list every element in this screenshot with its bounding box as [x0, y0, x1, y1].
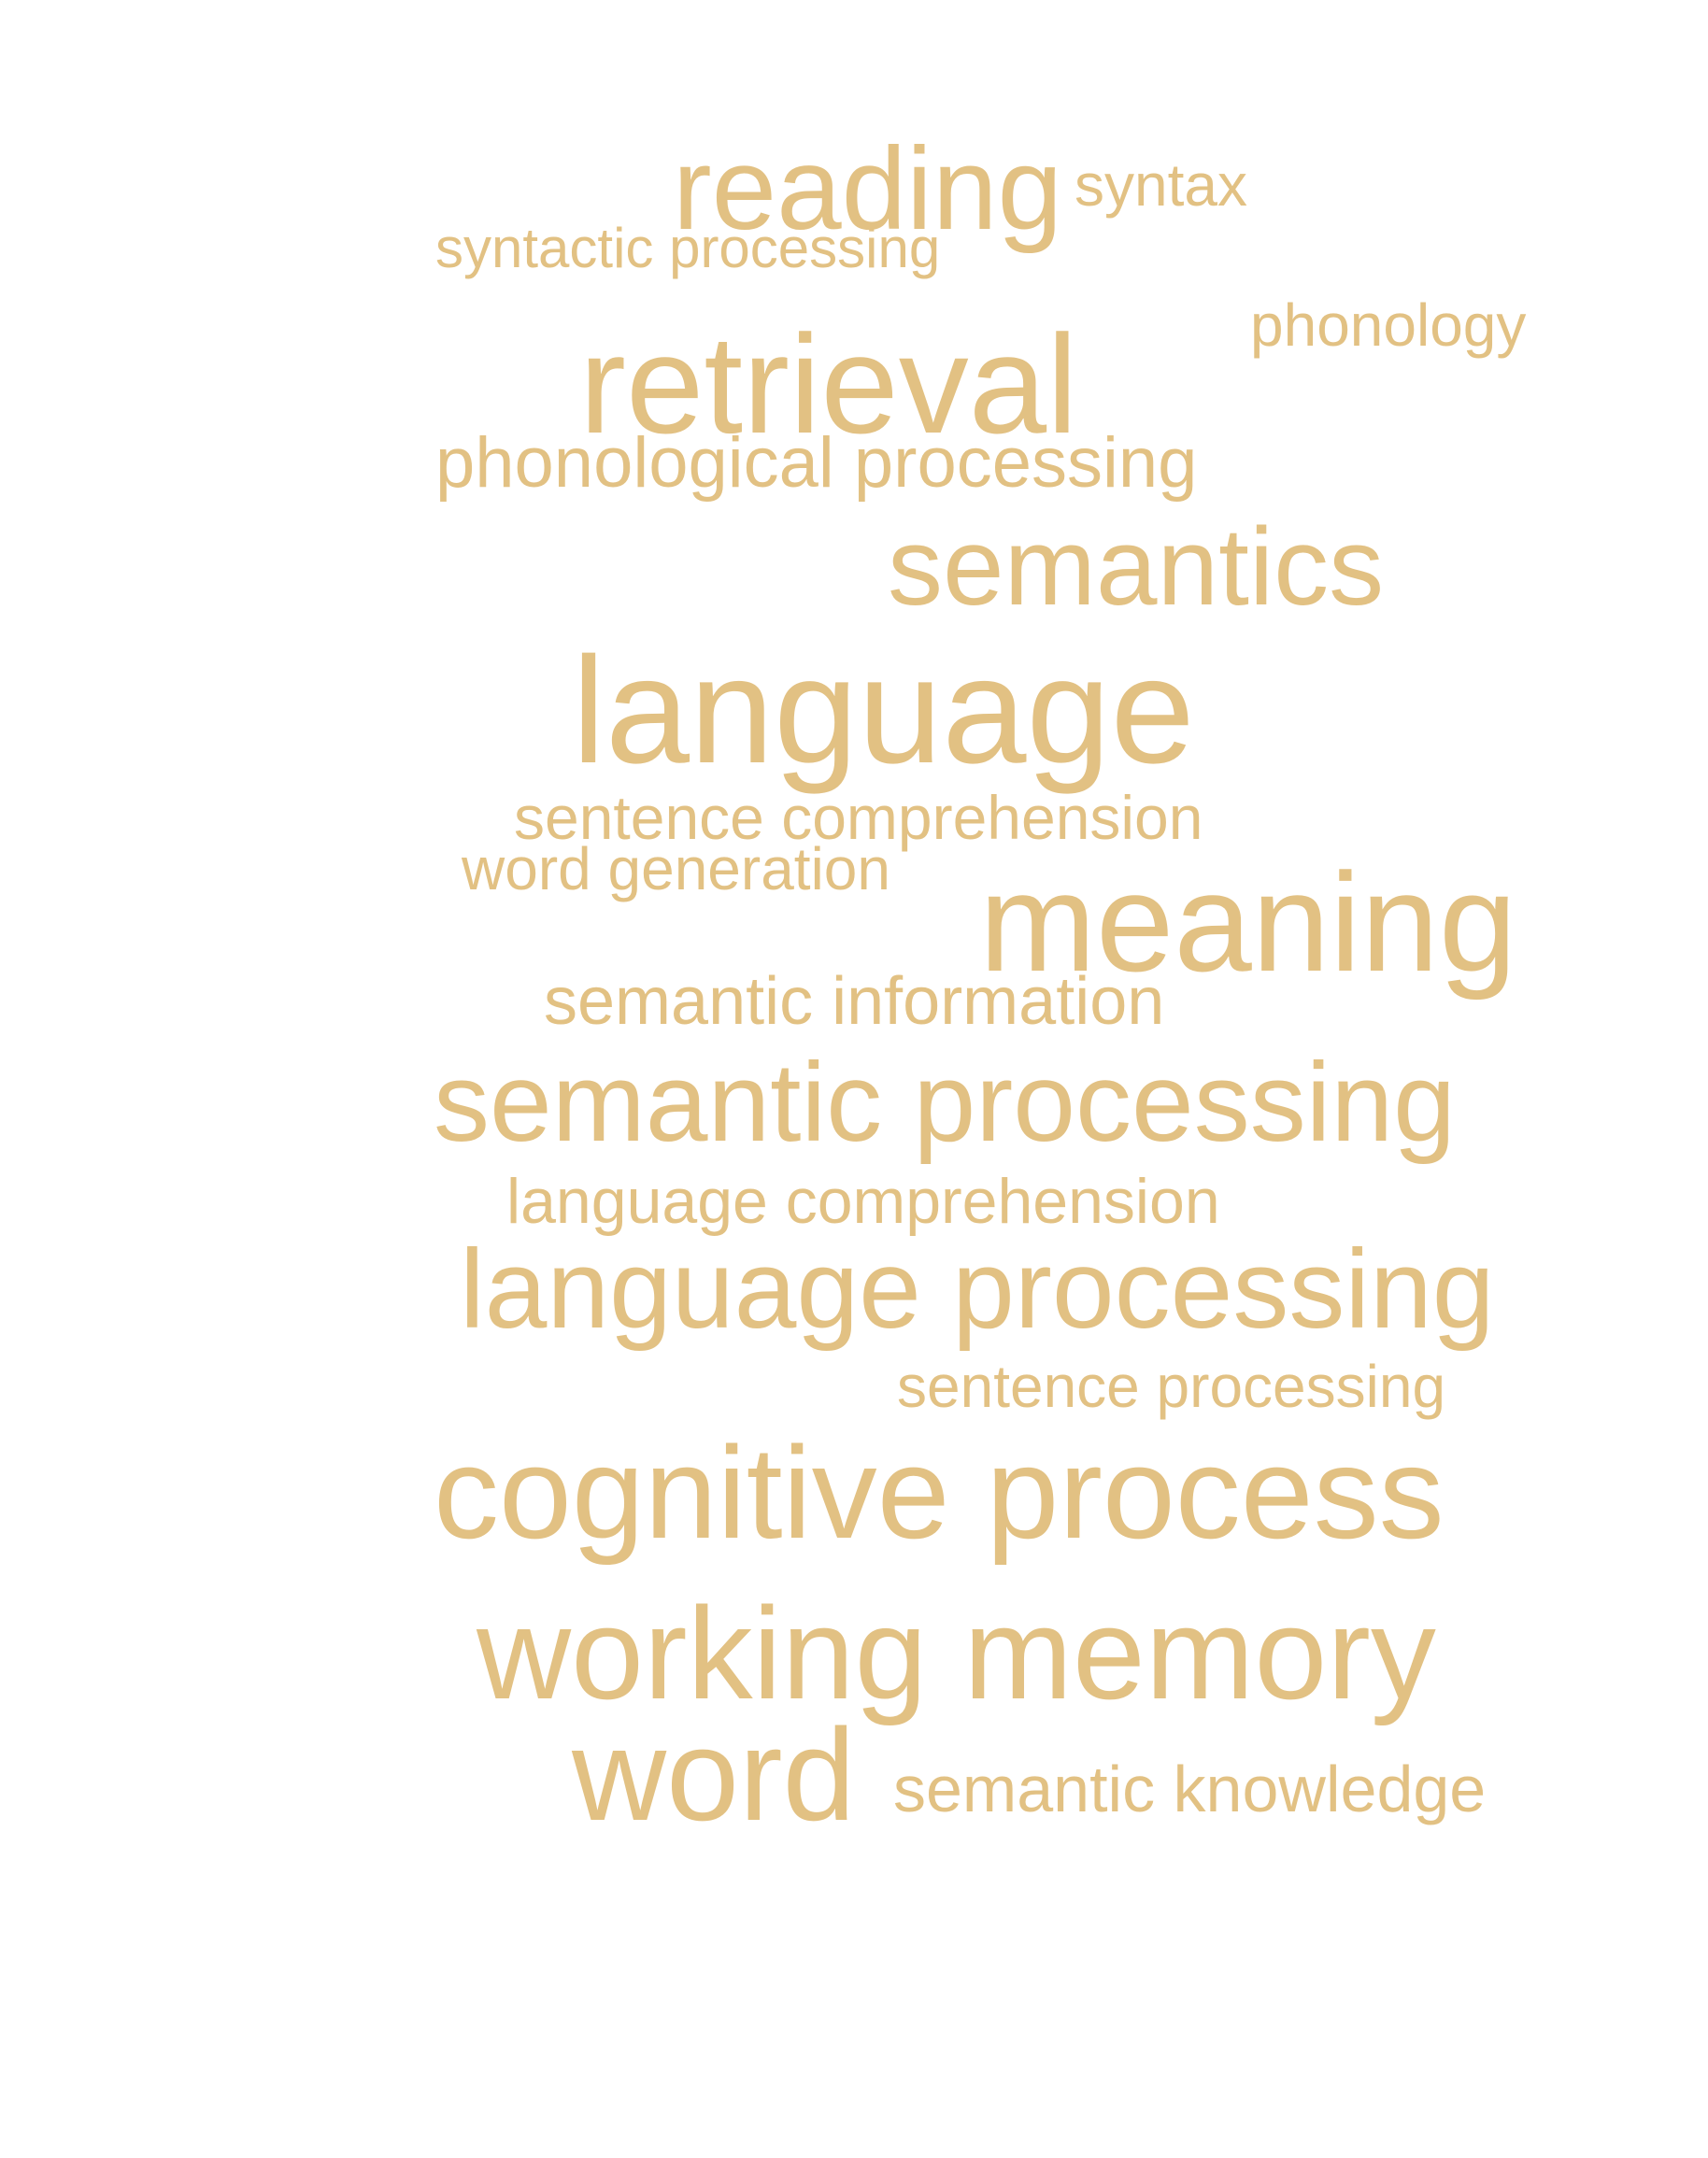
word-semantic-knowledge: semantic knowledge [893, 1753, 1487, 1825]
word-meaning: meaning [979, 844, 1517, 1001]
word-retrieval: retrieval [579, 305, 1078, 462]
word-phonology: phonology [1250, 291, 1527, 359]
word-semantics: semantics [888, 505, 1385, 629]
word-sentence-processing: sentence processing [897, 1353, 1446, 1420]
word-word: word [572, 1701, 856, 1848]
word-language: language [572, 626, 1195, 795]
word-cognitive-process: cognitive process [434, 1419, 1445, 1566]
word-semantic-processing: semantic processing [434, 1040, 1456, 1165]
word-semantic-information: semantic information [544, 964, 1165, 1039]
word-language-processing: language processing [460, 1227, 1495, 1352]
word-syntax: syntax [1075, 151, 1247, 219]
word-phonological-processing: phonological processing [435, 423, 1198, 503]
word-sentence-comprehension: sentence comprehension [514, 783, 1203, 852]
word-syntactic-processing: syntactic processing [435, 217, 941, 279]
word-word-generation: word generation [462, 835, 890, 902]
word-language-comprehension: language comprehension [506, 1166, 1220, 1237]
word-working-memory: working memory [477, 1580, 1436, 1726]
word-reading: reading [673, 124, 1062, 254]
